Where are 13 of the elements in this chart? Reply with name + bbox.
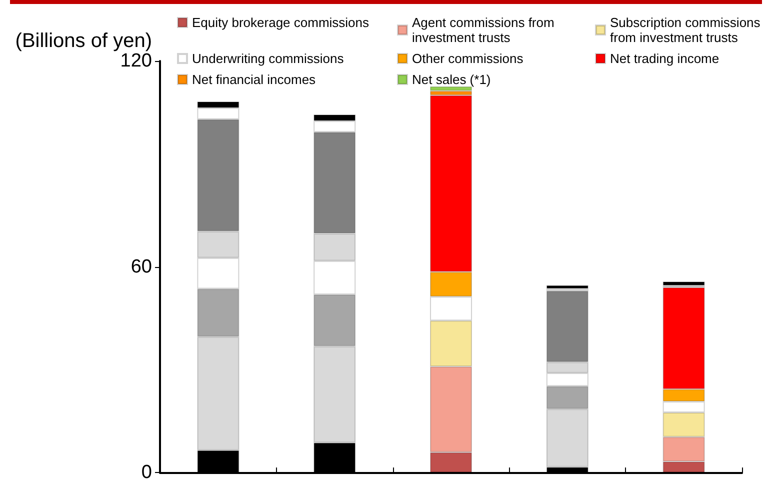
legend-label: Other commissions	[412, 51, 524, 66]
bar	[662, 281, 705, 286]
y-tick-label: 0	[141, 462, 152, 482]
legend-label: Underwriting commissions	[192, 51, 344, 66]
legend-label: Net financial incomes	[192, 72, 316, 87]
legend-label: Net sales (*1)	[412, 72, 491, 87]
y-axis-title: (Billions of yen)	[15, 30, 152, 52]
y-tick-label: 60	[130, 256, 152, 278]
y-tick-label: 120	[120, 50, 152, 72]
legend-label: Subscription commissions from investment trusts	[610, 15, 764, 45]
legend-label: Net trading income	[610, 51, 720, 66]
legend-label: Equity brokerage commissions	[192, 15, 370, 30]
legend-label: Agent commissions from investment trusts	[412, 15, 558, 45]
